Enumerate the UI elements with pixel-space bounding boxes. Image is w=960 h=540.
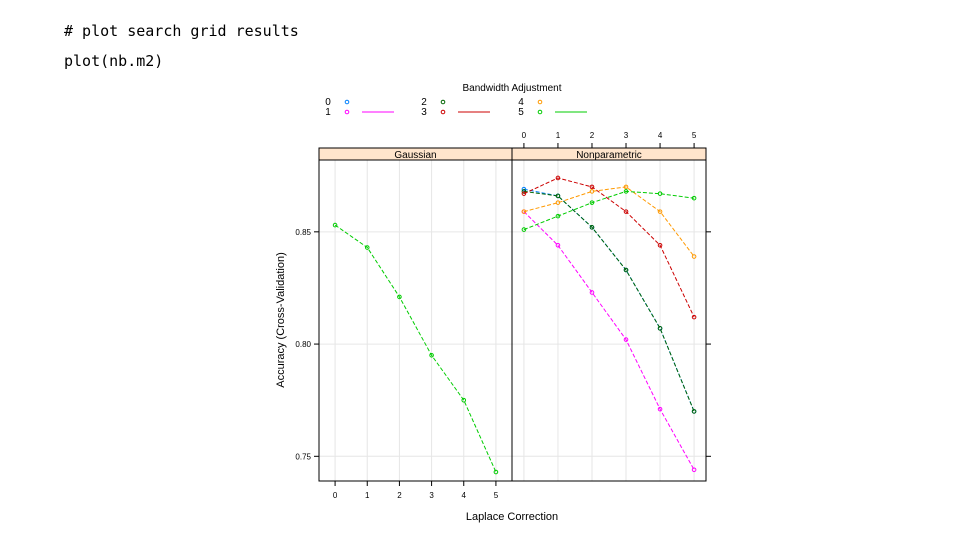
data-point — [555, 213, 561, 219]
data-point — [493, 469, 499, 475]
data-point — [555, 175, 561, 181]
code-line-plot-call: plot(nb.m2) — [64, 52, 164, 70]
data-point — [461, 397, 467, 403]
data-point — [397, 294, 402, 300]
legend-point — [537, 109, 543, 115]
x-tick-label: 2 — [397, 491, 402, 500]
legend-point — [344, 99, 350, 105]
x-tick-label: 1 — [365, 491, 370, 500]
legend-point — [537, 99, 543, 105]
x-tick-label: 2 — [590, 131, 595, 140]
legend-key-label: 0 — [325, 97, 331, 108]
data-point — [691, 467, 697, 473]
data-point — [657, 406, 663, 412]
legend-key-label: 5 — [518, 107, 524, 118]
legend-key-label: 4 — [518, 97, 524, 108]
series-line-1-4 — [523, 186, 695, 257]
code-line-comment: # plot search grid results — [64, 22, 299, 40]
x-tick-label: 5 — [692, 131, 697, 140]
y-tick-label: 0.85 — [295, 228, 311, 237]
data-point — [691, 409, 697, 414]
data-point — [657, 243, 663, 248]
data-point — [429, 352, 434, 358]
series-line-1-3 — [523, 177, 695, 318]
x-tick-label: 1 — [556, 131, 561, 140]
data-point — [555, 200, 561, 205]
data-point — [691, 314, 697, 320]
data-point — [332, 222, 338, 228]
legend-title: Bandwidth Adjustment — [463, 83, 562, 94]
x-tick-label: 3 — [429, 491, 434, 500]
data-point — [521, 186, 527, 192]
data-point — [521, 227, 527, 232]
legend-key-label: 3 — [421, 107, 427, 118]
x-axis-label: Laplace Correction — [466, 511, 558, 523]
legend-key-label: 2 — [421, 97, 427, 108]
x-tick-label: 0 — [333, 491, 338, 500]
panel-strip-title: Nonparametric — [576, 150, 642, 161]
series-line-1-1 — [523, 211, 695, 471]
legend-point — [344, 109, 350, 115]
x-tick-label: 4 — [462, 491, 467, 500]
data-point — [657, 191, 663, 196]
panel-border — [318, 159, 513, 482]
data-point — [589, 189, 595, 194]
data-point — [521, 209, 527, 214]
legend-point — [440, 109, 446, 115]
y-tick-label: 0.75 — [295, 452, 311, 461]
data-point — [657, 209, 663, 214]
data-point — [623, 209, 629, 214]
data-point — [623, 267, 629, 273]
data-point — [691, 254, 697, 259]
data-point — [623, 189, 629, 194]
data-point — [364, 245, 370, 250]
x-tick-label: 5 — [494, 491, 499, 500]
legend-key-label: 1 — [325, 107, 331, 118]
series-line-1-2 — [523, 190, 695, 412]
data-point — [555, 243, 561, 248]
data-point — [657, 326, 663, 331]
data-point — [623, 337, 629, 342]
data-point — [589, 200, 595, 205]
series-line-1-0 — [523, 188, 695, 412]
data-point — [589, 184, 595, 190]
data-point — [555, 193, 561, 199]
x-tick-label: 4 — [658, 131, 663, 140]
panel-strip-title: Gaussian — [394, 150, 436, 161]
data-point — [589, 225, 595, 230]
data-point — [691, 195, 697, 201]
panel-border — [511, 159, 707, 482]
series-line-1-5 — [523, 190, 695, 231]
x-tick-label: 0 — [522, 131, 527, 140]
data-point — [623, 184, 629, 190]
y-axis-label: Accuracy (Cross-Validation) — [275, 252, 287, 388]
x-tick-label: 3 — [624, 131, 629, 140]
series-line-0-0 — [334, 224, 497, 473]
data-point — [521, 191, 527, 196]
legend-point — [440, 99, 446, 105]
data-point — [589, 290, 595, 295]
y-tick-label: 0.80 — [295, 340, 311, 349]
